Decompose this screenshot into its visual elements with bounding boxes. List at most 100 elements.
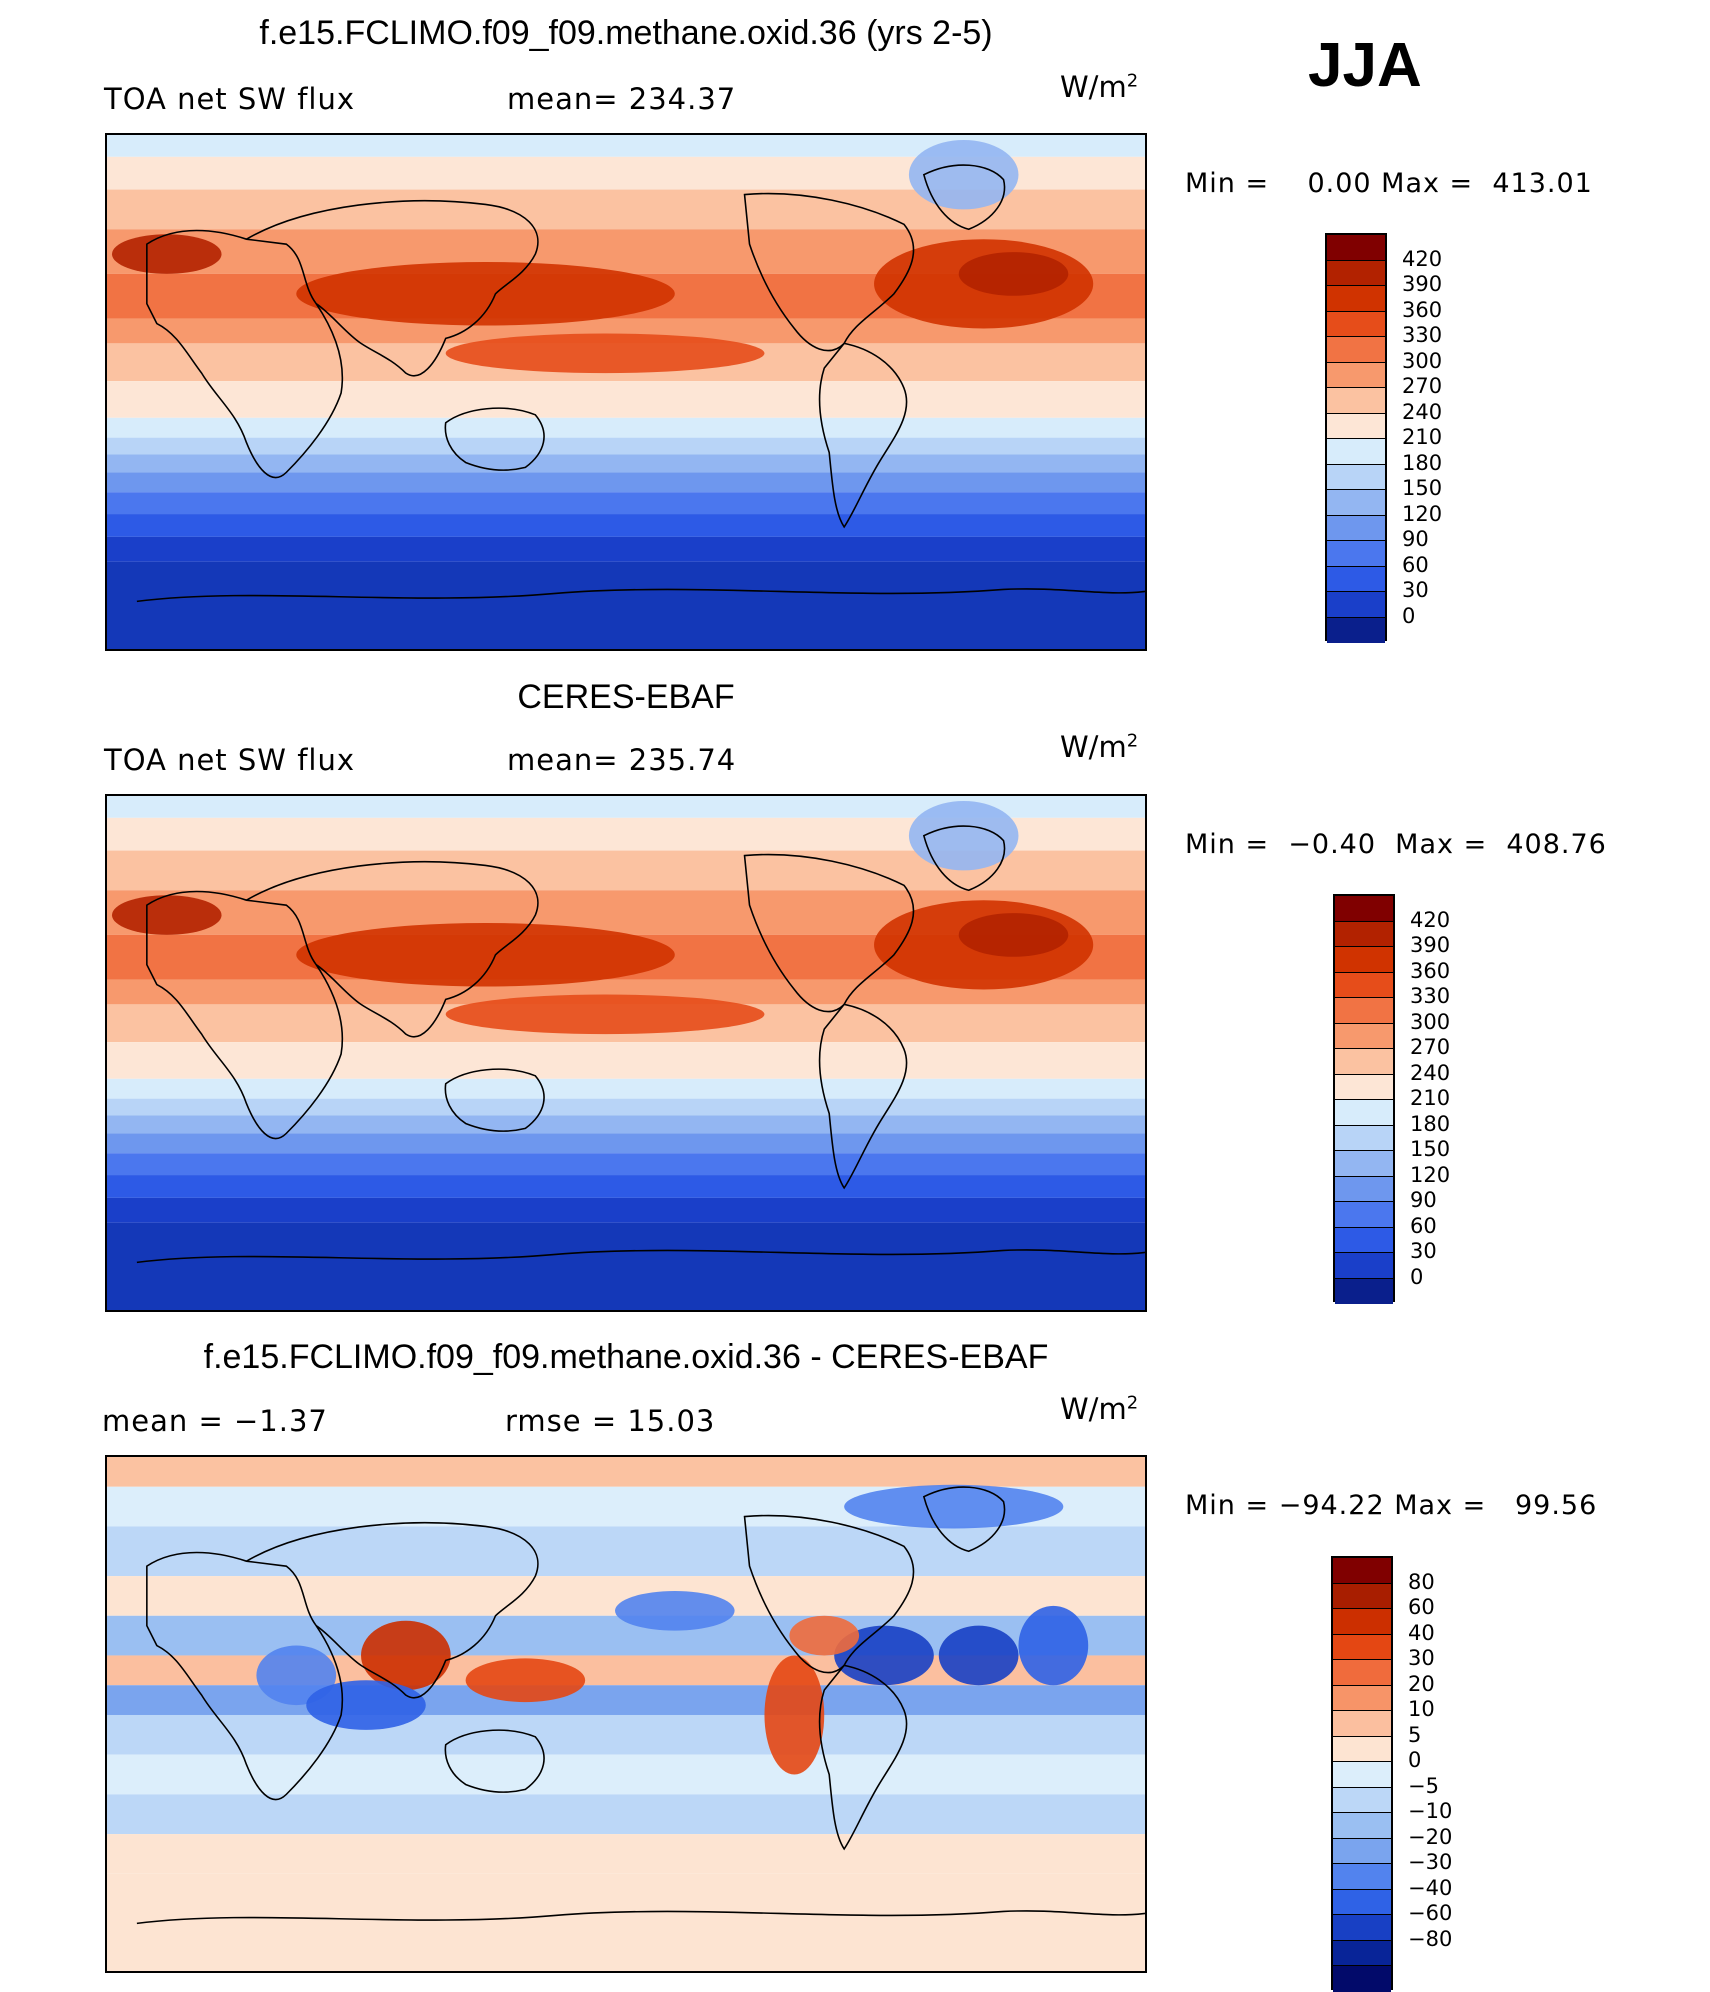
colorbar-swatch	[1327, 439, 1385, 465]
colorbar-tick-label: −80	[1408, 1926, 1453, 1951]
field-feature	[844, 1484, 1064, 1529]
mean-label: mean= 235.74	[507, 743, 737, 777]
field-band	[107, 536, 1145, 562]
field-feature	[958, 252, 1069, 296]
field-feature	[764, 1655, 825, 1775]
colorbar-swatch	[1327, 260, 1385, 286]
min-max-label: Min = −0.40 Max = 408.76	[1185, 829, 1607, 860]
coastline-segment	[444, 407, 545, 471]
colorbar-tick-label: 390	[1410, 933, 1451, 957]
colorbar-tick-label: 300	[1410, 1009, 1451, 1034]
colorbar-swatch	[1335, 1049, 1393, 1075]
coastline-icon	[136, 1486, 1145, 1925]
colorbar-swatch	[1333, 1915, 1391, 1941]
colorbar-tick-label: 210	[1402, 425, 1443, 449]
colorbar-swatch	[1335, 1202, 1393, 1228]
field-band	[107, 472, 1145, 493]
colorbar-swatch	[1333, 1711, 1391, 1737]
field-feature	[445, 994, 765, 1035]
colorbar-swatch	[1333, 1813, 1391, 1839]
colorbar-tick-label: 420	[1410, 907, 1451, 932]
colorbar-tick-label: 90	[1402, 527, 1429, 551]
colorbar-swatch	[1335, 1151, 1393, 1177]
field-feature	[111, 895, 222, 935]
colorbar-tick-label: 150	[1410, 1137, 1451, 1161]
colorbar-tick-label: 270	[1402, 374, 1443, 398]
colorbar-tick-label: 180	[1402, 450, 1443, 475]
coastline-segment	[246, 1522, 539, 1699]
field-feature	[306, 1680, 426, 1730]
field-band	[107, 1873, 1145, 1971]
field-band	[107, 1457, 1145, 1487]
colorbar-tick-label: 330	[1410, 984, 1451, 1008]
coastline-segment	[136, 1910, 1145, 1925]
colorbar-swatch	[1333, 1787, 1391, 1813]
colorbar-swatch	[1335, 1253, 1393, 1279]
colorbar-swatch	[1333, 1660, 1391, 1686]
colorbar-swatch	[1333, 1634, 1391, 1660]
colorbar-tick-label: 0	[1408, 1748, 1422, 1772]
map-observation	[105, 794, 1147, 1312]
colorbar-swatch	[1327, 515, 1385, 541]
colorbar-swatch	[1333, 1864, 1391, 1890]
units-label: W/m2	[1060, 730, 1139, 764]
colorbar-tick-label: 120	[1402, 501, 1443, 526]
colorbar-swatch	[1335, 1227, 1393, 1253]
panel-title: f.e15.FCLIMO.f09_f09.methane.oxid.36 - C…	[203, 1338, 1049, 1376]
field-feature	[1018, 1605, 1089, 1686]
field-feature	[958, 913, 1069, 957]
field-band	[107, 437, 1145, 455]
colorbar	[1333, 894, 1395, 1304]
units-label: W/m2	[1060, 70, 1139, 104]
colorbar-tick-label: 0	[1402, 603, 1416, 628]
units-label: W/m2	[1060, 1392, 1139, 1426]
field-feature	[465, 1658, 586, 1703]
colorbar-tick-label: 330	[1402, 323, 1443, 347]
coastline-segment	[146, 1551, 344, 1801]
colorbar-tick-label: 300	[1402, 348, 1443, 373]
colorbar-swatch	[1335, 1023, 1393, 1049]
colorbar-tick-label: 20	[1408, 1671, 1435, 1696]
colorbar-tick-label: 360	[1402, 297, 1443, 322]
colorbar	[1325, 233, 1387, 643]
field-band	[107, 381, 1145, 418]
season-label: JJA	[1308, 31, 1422, 100]
coastline-segment	[818, 1003, 908, 1190]
colorbar-tick-label: 120	[1410, 1162, 1451, 1187]
coastline-segment	[246, 861, 539, 1038]
field-band	[107, 1754, 1145, 1795]
colorbar-tick-label: −5	[1408, 1773, 1439, 1798]
colorbar-swatch	[1335, 921, 1393, 947]
colorbar-swatch	[1327, 362, 1385, 388]
colorbar-swatch	[1327, 541, 1385, 567]
field-band	[107, 1175, 1145, 1198]
colorbar-swatch	[1335, 1125, 1393, 1151]
colorbar-tick-label: 30	[1410, 1239, 1437, 1263]
field-band	[107, 1714, 1145, 1755]
colorbar-swatch	[1335, 1100, 1393, 1126]
colorbar-tick-label: 0	[1410, 1264, 1424, 1289]
colorbar-tick-label: 30	[1408, 1646, 1435, 1670]
colorbar-tick-label: 60	[1408, 1595, 1435, 1619]
field-feature	[908, 800, 1019, 871]
field-band	[107, 561, 1145, 649]
coastline-segment	[246, 200, 539, 377]
colorbar-swatch	[1327, 464, 1385, 490]
field-band	[107, 1794, 1145, 1835]
colorbar-swatch	[1327, 617, 1385, 643]
coastline-segment	[146, 229, 344, 479]
colorbar-swatch	[1335, 1278, 1393, 1304]
panel-title: CERES-EBAF	[517, 678, 735, 716]
colorbar-swatch	[1327, 286, 1385, 312]
field-band	[107, 1222, 1145, 1310]
coastline-segment	[818, 1664, 908, 1851]
field-band	[107, 1078, 1145, 1099]
coastline-icon	[136, 825, 1145, 1264]
colorbar-tick-label: 60	[1410, 1213, 1437, 1238]
field-band	[107, 1834, 1145, 1874]
coastline-segment	[743, 1514, 915, 1674]
field-band	[107, 1197, 1145, 1223]
coastline-segment	[922, 1486, 1006, 1553]
colorbar-tick-label: 30	[1402, 578, 1429, 602]
field-feature	[111, 234, 222, 274]
